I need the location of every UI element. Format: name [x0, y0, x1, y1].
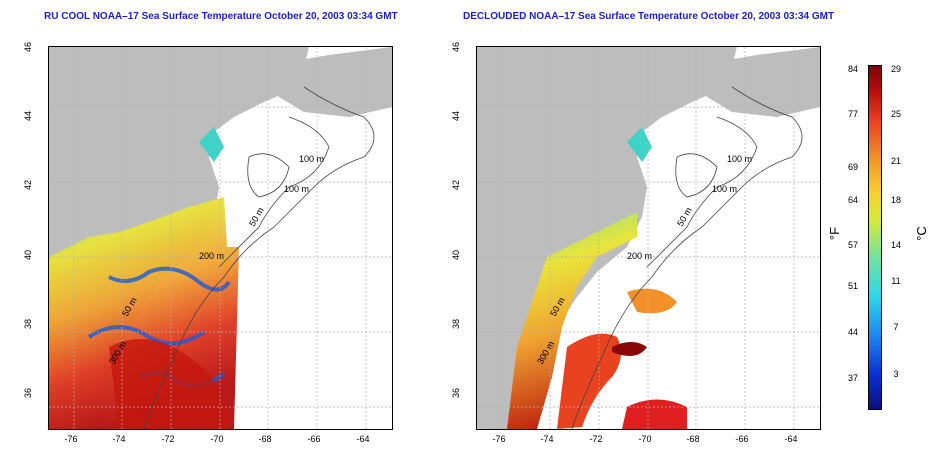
lat-tick: 38 — [23, 319, 33, 330]
lon-tick: -68 — [258, 434, 272, 444]
fahrenheit-tick: 77 — [847, 109, 858, 119]
lon-tick: -74 — [540, 434, 554, 444]
lon-tick: -68 — [686, 434, 700, 444]
contour-label-50-a: 50 m — [247, 206, 266, 228]
lon-tick: -64 — [784, 434, 798, 444]
lat-tick: 36 — [23, 388, 33, 399]
lat-tick: 36 — [451, 388, 461, 399]
contour-label-50-a: 50 m — [675, 206, 694, 228]
land-nova-scotia — [259, 47, 392, 117]
lat-tick: 40 — [23, 250, 33, 261]
lat-tick: 46 — [451, 42, 461, 53]
celsius-unit-label: °C — [913, 226, 929, 241]
sst-warm-patch — [557, 333, 621, 429]
raw-sst-map: 100 m 100 m 50 m 200 m 50 m 300 m — [48, 46, 393, 430]
fahrenheit-tick: 64 — [847, 195, 858, 205]
contour-label-100-b: 100 m — [284, 184, 309, 194]
lon-tick: -74 — [112, 434, 126, 444]
temperature-colorbar — [868, 65, 882, 410]
declouded-sst-map-svg: 100 m 100 m 50 m 200 m 50 m 300 m — [477, 47, 820, 429]
lon-tick: -76 — [64, 434, 78, 444]
fahrenheit-tick: 37 — [847, 373, 858, 383]
fahrenheit-tick: 84 — [847, 64, 858, 74]
lon-tick: -66 — [307, 434, 321, 444]
lat-tick: 46 — [23, 42, 33, 53]
celsius-tick: 7 — [893, 322, 899, 332]
fahrenheit-tick: 44 — [847, 327, 858, 337]
sst-gulf-maine — [627, 127, 652, 162]
lat-tick: 44 — [23, 111, 33, 122]
lon-tick: -70 — [638, 434, 652, 444]
celsius-tick: 14 — [890, 240, 901, 250]
contour-label-200: 200 m — [627, 251, 652, 261]
lat-tick: 42 — [23, 180, 33, 191]
lon-tick: -66 — [735, 434, 749, 444]
raw-sst-map-svg: 100 m 100 m 50 m 200 m 50 m 300 m — [49, 47, 392, 429]
celsius-tick: 3 — [893, 369, 899, 379]
declouded-sst-map: 100 m 100 m 50 m 200 m 50 m 300 m — [476, 46, 821, 430]
lat-tick: 38 — [451, 319, 461, 330]
contour-label-100-a: 100 m — [727, 154, 752, 164]
celsius-tick: 18 — [890, 195, 901, 205]
fahrenheit-tick: 51 — [847, 281, 858, 291]
sst-gulf-maine — [199, 127, 224, 162]
lon-tick: -72 — [589, 434, 603, 444]
left-panel-title: RU COOL NOAA–17 Sea Surface Temperature … — [44, 11, 398, 22]
celsius-tick: 29 — [890, 64, 901, 74]
lat-tick: 40 — [451, 250, 461, 261]
fahrenheit-unit-label: °F — [827, 226, 843, 241]
lon-tick: -70 — [210, 434, 224, 444]
sst-offshore-patch — [627, 288, 677, 314]
fahrenheit-tick: 69 — [847, 162, 858, 172]
lon-tick: -64 — [356, 434, 370, 444]
contour-label-100-b: 100 m — [712, 184, 737, 194]
sst-shelf-water — [507, 212, 637, 429]
celsius-tick: 25 — [890, 109, 901, 119]
contour-label-200: 200 m — [199, 251, 224, 261]
celsius-tick: 11 — [891, 276, 901, 286]
fahrenheit-tick: 57 — [847, 240, 858, 250]
lat-tick: 42 — [451, 180, 461, 191]
sst-south-patch — [622, 399, 687, 429]
lat-tick: 44 — [451, 111, 461, 122]
lon-tick: -76 — [492, 434, 506, 444]
sst-warm-core — [109, 339, 229, 429]
land-nova-scotia — [687, 47, 820, 117]
right-panel-title: DECLOUDED NOAA–17 Sea Surface Temperatur… — [463, 11, 835, 22]
lon-tick: -72 — [161, 434, 175, 444]
celsius-tick: 21 — [890, 156, 901, 166]
sst-hot-eddy — [612, 342, 647, 356]
contour-label-100-a: 100 m — [299, 154, 324, 164]
